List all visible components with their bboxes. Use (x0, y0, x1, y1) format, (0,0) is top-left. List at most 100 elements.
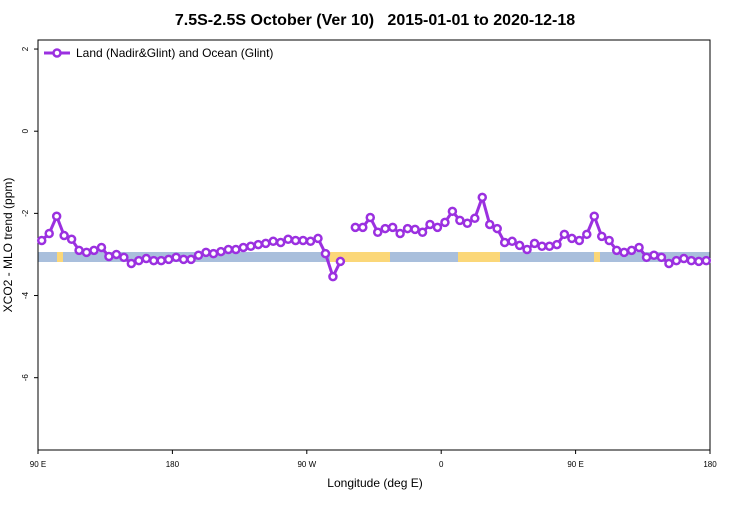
point (81, 247, 92, 258)
point (163, 254, 174, 265)
point (596, 231, 607, 242)
point (611, 245, 622, 256)
y-tick-label: 0 (21, 128, 30, 133)
point (470, 213, 480, 224)
point (208, 248, 219, 259)
surface-band (38, 252, 710, 262)
point (484, 219, 495, 230)
point (320, 248, 331, 259)
point (238, 242, 249, 253)
x-tick-label: 90 W (297, 460, 316, 469)
y-axis-label: XCO2 - MLO trend (ppm) (1, 178, 15, 313)
point (59, 230, 69, 241)
point (656, 252, 667, 263)
point (477, 192, 488, 203)
point (350, 222, 361, 233)
point (507, 236, 517, 247)
x-axis-label: Longitude (deg E) (327, 476, 422, 490)
point (178, 254, 189, 265)
point (156, 255, 166, 266)
land-band (57, 252, 63, 262)
point (694, 256, 704, 267)
point (410, 224, 420, 235)
point (51, 211, 62, 221)
point (231, 244, 241, 255)
point (402, 223, 413, 234)
point (268, 236, 278, 247)
point (559, 229, 570, 240)
point (66, 234, 77, 244)
point (432, 222, 443, 233)
point (425, 219, 435, 230)
point (455, 215, 465, 226)
point (44, 228, 54, 239)
point (171, 252, 181, 263)
point (104, 251, 114, 262)
point (499, 237, 510, 248)
point (111, 249, 122, 260)
point (634, 242, 644, 253)
y-tick-label: -4 (21, 291, 30, 299)
point (619, 247, 629, 258)
point (582, 229, 592, 240)
point (186, 254, 196, 265)
point (201, 247, 211, 258)
point (574, 235, 585, 246)
point (313, 233, 323, 244)
y-tick-label: -6 (21, 374, 30, 382)
point (529, 238, 540, 249)
x-tick-label: 180 (166, 460, 180, 469)
point (96, 242, 107, 253)
legend-label: Land (Nadir&Glint) and Ocean (Glint) (76, 46, 273, 60)
point (641, 252, 652, 263)
point (604, 235, 614, 246)
point (671, 255, 682, 266)
point (148, 255, 159, 266)
point (447, 206, 458, 217)
point (216, 246, 226, 257)
x-tick-label: 90 E (30, 460, 46, 469)
point (253, 239, 264, 250)
point (358, 222, 368, 233)
legend-marker (52, 48, 62, 58)
point (328, 271, 338, 282)
point (246, 241, 256, 251)
point (649, 250, 659, 261)
point (372, 227, 383, 238)
point (223, 244, 234, 255)
y-tick-label: -2 (21, 209, 30, 217)
point (141, 253, 152, 264)
point (260, 238, 271, 249)
point (283, 234, 293, 244)
point (537, 241, 547, 251)
point (686, 255, 697, 266)
point (193, 250, 204, 261)
point (387, 222, 398, 233)
point (290, 235, 301, 246)
point (440, 217, 450, 228)
point (626, 245, 637, 256)
point (522, 244, 532, 255)
x-tick-label: 90 E (567, 460, 583, 469)
point (89, 245, 99, 256)
land-band (594, 252, 600, 262)
point (417, 227, 428, 238)
land-band (330, 252, 390, 262)
point (589, 211, 600, 221)
y-tick-label: 2 (21, 46, 30, 51)
point (74, 245, 84, 256)
x-tick-label: 0 (439, 460, 444, 469)
point (275, 237, 286, 248)
point (305, 236, 316, 247)
point (664, 258, 674, 269)
point (679, 253, 689, 264)
point (514, 240, 525, 251)
point (492, 223, 502, 234)
point (365, 212, 376, 223)
x-tick-label: 180 (703, 460, 717, 469)
point (567, 233, 577, 244)
chart-title: 7.5S-2.5S October (Ver 10) 2015-01-01 to… (175, 12, 575, 29)
point (395, 228, 405, 239)
point (462, 218, 473, 228)
